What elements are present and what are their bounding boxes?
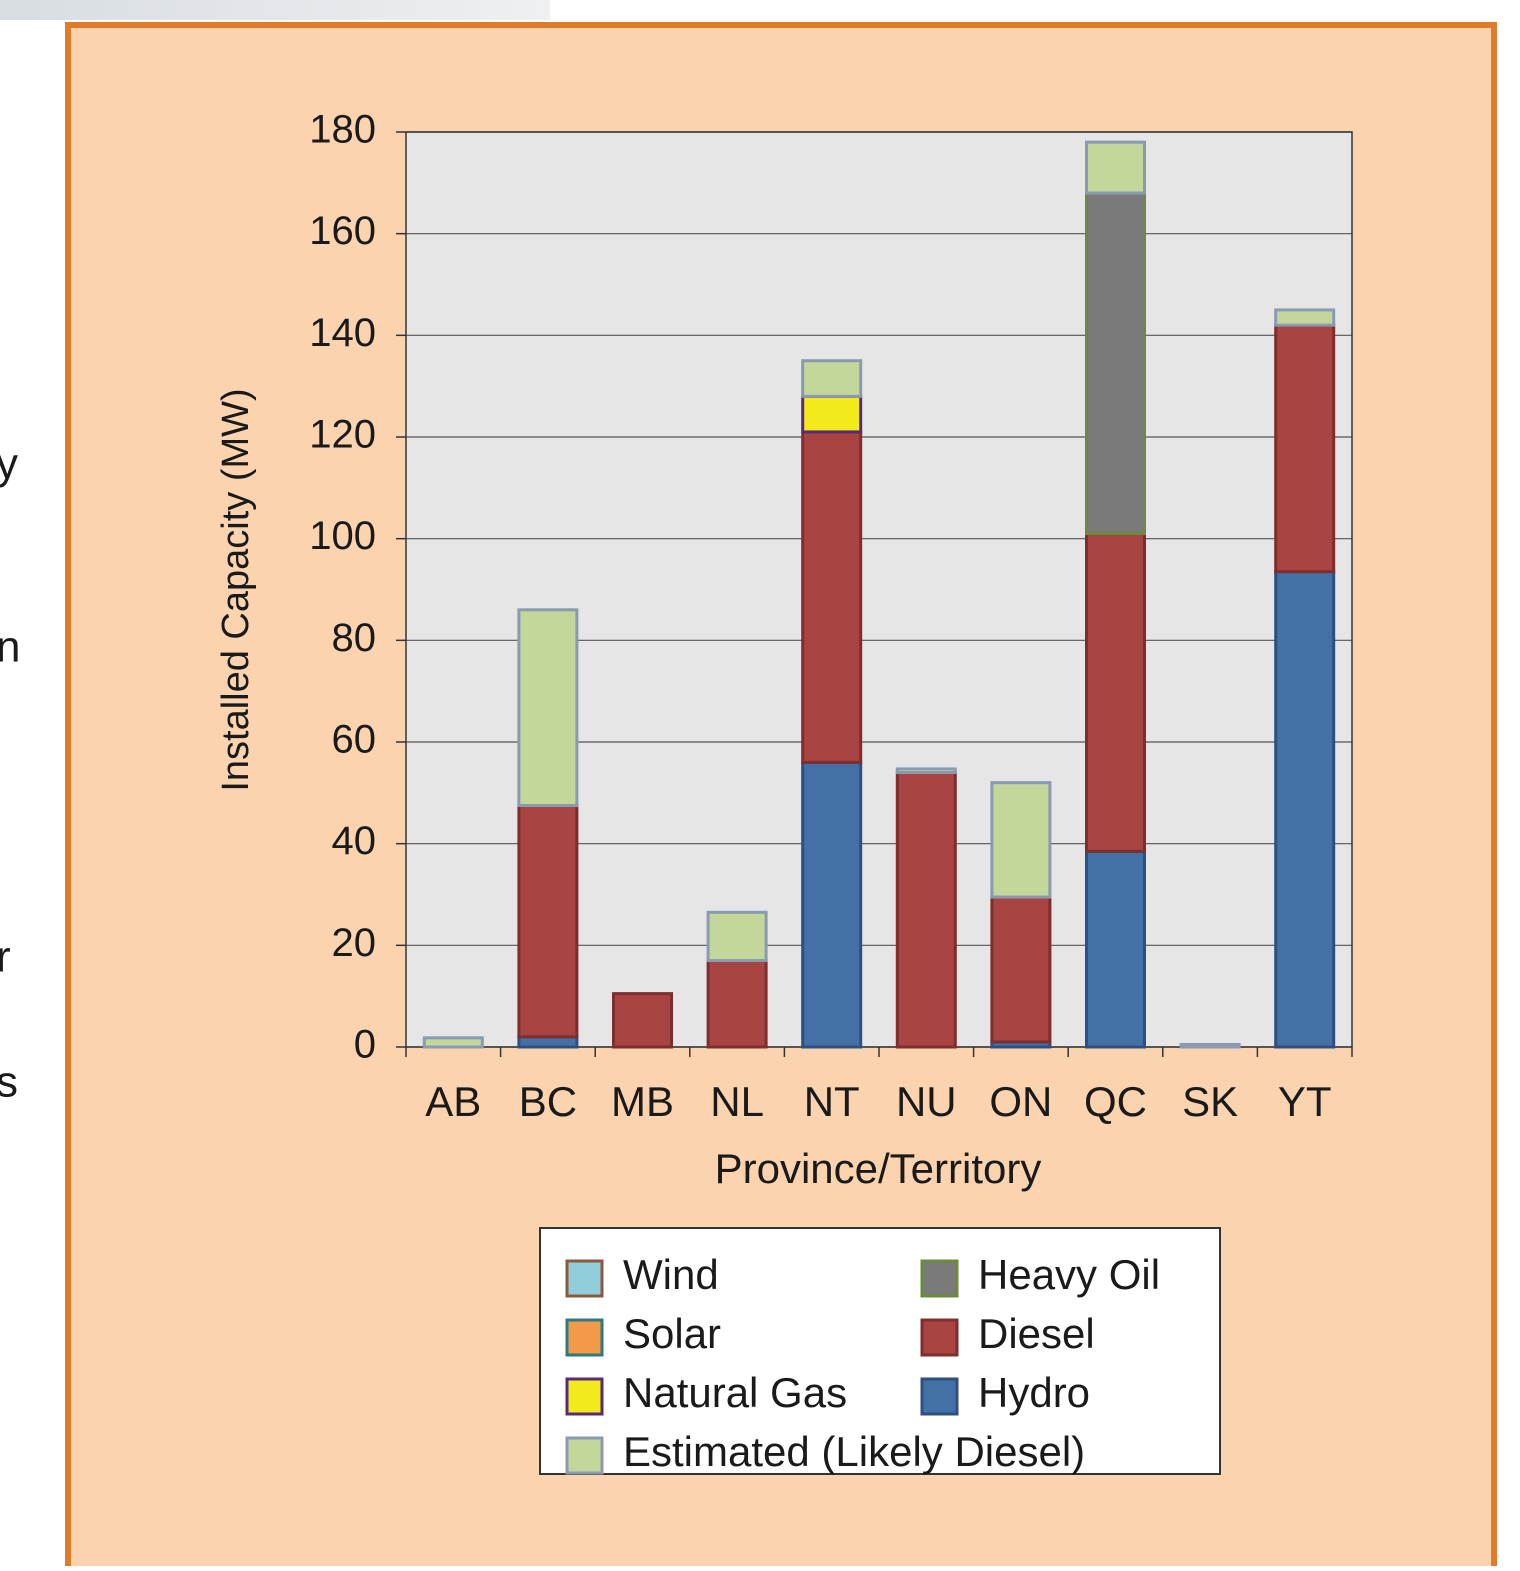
- legend-label: Wind: [623, 1251, 719, 1298]
- bar-segment: [803, 361, 861, 397]
- x-tick-label: AB: [425, 1078, 481, 1125]
- y-tick-label: 140: [309, 311, 376, 355]
- y-tick-label: 0: [354, 1023, 376, 1067]
- x-axis-label: Province/Territory: [715, 1145, 1042, 1192]
- bar-segment: [519, 610, 577, 806]
- bar-segment: [803, 762, 861, 1047]
- image-fragment: [0, 0, 550, 20]
- legend-swatch: [567, 1261, 602, 1296]
- bar-segment: [519, 806, 577, 1037]
- side-text: n: [0, 623, 20, 672]
- legend-swatch: [922, 1320, 957, 1355]
- bar-segment: [519, 1037, 577, 1047]
- y-tick-label: 40: [332, 819, 377, 863]
- bar-segment: [1087, 851, 1145, 1047]
- bar-segment: [1276, 572, 1334, 1047]
- y-tick-label: 60: [332, 718, 377, 762]
- y-tick-label: 160: [309, 209, 376, 253]
- bar-segment: [1181, 1044, 1239, 1047]
- x-tick-label: NT: [804, 1078, 860, 1125]
- side-text: s: [0, 1058, 18, 1107]
- x-tick-label: NU: [896, 1078, 957, 1125]
- x-tick-label: QC: [1084, 1078, 1147, 1125]
- legend-label: Heavy Oil: [978, 1251, 1160, 1298]
- bar-segment: [708, 961, 766, 1047]
- x-tick-label: BC: [519, 1078, 577, 1125]
- y-axis-label: Installed Capacity (MW): [215, 388, 257, 791]
- x-tick-label: NL: [710, 1078, 764, 1125]
- y-tick-label: 180: [309, 108, 376, 152]
- bar-segment: [803, 396, 861, 432]
- bar-segment: [1087, 142, 1145, 193]
- legend-swatch: [567, 1438, 602, 1473]
- bar-segment: [424, 1038, 482, 1047]
- y-tick-label: 20: [332, 921, 377, 965]
- legend-label: Solar: [623, 1310, 721, 1357]
- side-text: r: [0, 933, 11, 982]
- bar-segment: [992, 783, 1050, 897]
- legend-swatch: [922, 1379, 957, 1414]
- bar-segment: [897, 769, 955, 773]
- bar-segment: [1087, 193, 1145, 534]
- bar-segment: [614, 994, 672, 1047]
- legend-swatch: [567, 1320, 602, 1355]
- legend-label: Natural Gas: [623, 1369, 847, 1416]
- side-text: y: [0, 440, 18, 489]
- bar-segment: [803, 432, 861, 762]
- legend-swatch: [567, 1379, 602, 1414]
- legend-label: Diesel: [978, 1310, 1095, 1357]
- bar-segment: [992, 897, 1050, 1042]
- legend-label: Estimated (Likely Diesel): [623, 1428, 1085, 1475]
- legend-swatch: [922, 1261, 957, 1296]
- y-tick-label: 80: [332, 616, 377, 660]
- x-tick-label: YT: [1278, 1078, 1332, 1125]
- bar-segment: [1276, 325, 1334, 572]
- y-tick-label: 120: [309, 413, 376, 457]
- bar-segment: [897, 773, 955, 1048]
- bar-segment: [1276, 310, 1334, 325]
- bar-segment: [708, 912, 766, 960]
- x-tick-label: ON: [989, 1078, 1052, 1125]
- y-tick-label: 100: [309, 514, 376, 558]
- chart: Province/Territory Installed Capacity (M…: [0, 0, 1520, 1566]
- x-tick-label: MB: [611, 1078, 674, 1125]
- legend-label: Hydro: [978, 1369, 1090, 1416]
- page: Province/Territory Installed Capacity (M…: [0, 0, 1520, 1566]
- x-tick-label: SK: [1182, 1078, 1238, 1125]
- bar-segment: [1087, 534, 1145, 852]
